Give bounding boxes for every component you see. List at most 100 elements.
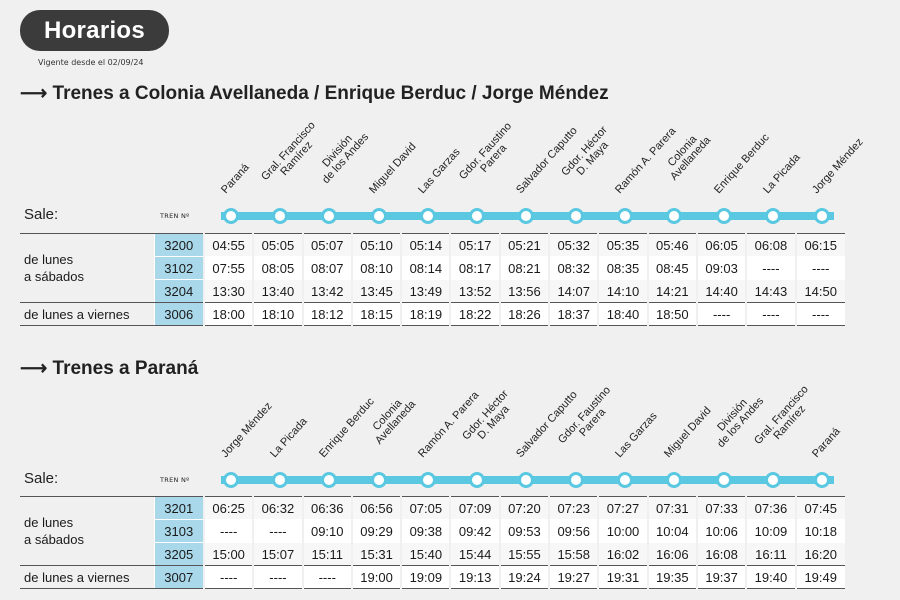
departure-time: 15:31 [350,542,402,566]
departure-time: 10:04 [646,519,697,543]
station-stop-icon [370,472,387,488]
table-row: 3205 15:00 15:07 15:11 15:31 15:40 15:44 15:55 1… [20,542,845,566]
table-row: de lunes a sábados 3200 04:55 05:05 05:07 05:1… [20,233,845,303]
departure-time: 15:07 [252,542,303,566]
station-stop-icon [321,208,338,224]
departure-time: 09:42 [449,519,500,543]
station-stop-icon [469,472,486,488]
departure-time: 14:07 [548,279,599,303]
departure-time: 07:31 [646,496,697,520]
departure-time: 19:27 [548,565,599,589]
departure-time: 10:18 [794,519,845,543]
departure-time: 18:40 [597,302,648,326]
departure-time: 05:32 [548,233,599,257]
departure-time: 08:21 [498,256,550,280]
departure-time: 13:40 [252,279,303,303]
departure-time: 14:10 [597,279,648,303]
departure-time: 08:07 [301,256,352,280]
departure-time: 15:58 [548,542,599,566]
departure-time: 13:45 [350,279,402,303]
table-row: 3102 07:55 08:05 08:07 08:10 08:14 08:17 08:21 0… [20,256,845,280]
departure-time: 16:11 [745,542,796,566]
departure-time: 19:00 [350,565,402,589]
departure-time: 06:32 [252,496,303,520]
departure-time: 18:22 [449,302,500,326]
departure-time: 07:36 [745,496,796,520]
departure-time: ---- [745,302,796,326]
departure-time: 07:05 [400,496,451,520]
station-stop-icon [419,208,436,224]
departure-time: 09:56 [548,519,599,543]
station-stop-icon [715,208,732,224]
departure-time: 19:35 [646,565,697,589]
station-label: La Picada [761,151,803,196]
departure-time: 07:55 [202,256,254,280]
departure-time: 05:14 [400,233,451,257]
train-number: 3201 [153,496,204,520]
departure-time: 09:03 [695,256,747,280]
table-row: 3103 ---- ---- 09:10 09:29 09:38 09:42 09:53 09:… [20,519,845,543]
departure-time: 07:45 [794,496,845,520]
departure-time: ---- [794,256,845,280]
station-stop-icon [617,472,634,488]
departure-time: 14:40 [695,279,747,303]
station-stop-icon [814,208,831,224]
station-stop-icon [715,472,732,488]
departure-time: ---- [695,302,747,326]
departure-time: 04:55 [202,233,254,257]
departure-time: 05:10 [350,233,402,257]
timetable: de lunes a sábados 3200 04:55 05:05 05:07 05:1… [20,233,845,326]
departure-time: 19:31 [597,565,648,589]
station-stop-icon [518,208,535,224]
departure-time: 15:44 [449,542,500,566]
departure-time: 18:50 [646,302,697,326]
departure-time: 07:33 [695,496,747,520]
departure-time: 15:00 [202,542,254,566]
departure-time: 13:30 [202,279,254,303]
departure-time: 15:40 [400,542,451,566]
departure-time: 09:10 [301,519,352,543]
departure-time: 19:13 [449,565,500,589]
departure-time: 14:21 [646,279,697,303]
departure-time: 18:15 [350,302,402,326]
departure-time: 07:27 [597,496,648,520]
station-stop-icon [222,208,239,224]
page-title-badge: Horarios [20,10,169,51]
departure-time: 08:10 [350,256,402,280]
table-row: 3204 13:30 13:40 13:42 13:45 13:49 13:52 13:56 1… [20,279,845,303]
station-stop-icon [666,472,683,488]
departure-time: 08:35 [597,256,648,280]
departure-time: 13:49 [400,279,451,303]
station-stop-icon [567,208,584,224]
departure-time: 05:35 [597,233,648,257]
train-number: 3102 [153,256,204,280]
train-number-header: TREN Nº [160,476,190,484]
departure-time: 10:06 [695,519,747,543]
departure-time: ---- [301,565,352,589]
departure-time: 05:17 [449,233,500,257]
station-stop-icon [617,208,634,224]
station-stop-icon [271,472,288,488]
departure-time: 19:49 [794,565,845,589]
departure-time: 06:15 [794,233,845,257]
departure-time: 13:56 [498,279,550,303]
departure-time: 07:09 [449,496,500,520]
train-number: 3205 [153,542,204,566]
day-group-label: de lunes a viernes [20,565,154,589]
train-number-header: TREN Nº [160,212,190,220]
station-stop-icon [567,472,584,488]
departure-time: 15:55 [498,542,550,566]
departure-time: ---- [252,519,303,543]
station-label: Jorge Méndez [218,400,275,460]
table-row: de lunes a viernes 3006 18:00 18:10 18:12 18:… [20,302,845,326]
departure-time: 18:26 [498,302,550,326]
departure-time: ---- [745,256,796,280]
day-group-label: de lunes a viernes [20,302,154,326]
train-number: 3204 [153,279,204,303]
departure-time: ---- [794,302,845,326]
departure-time: 09:29 [350,519,402,543]
departure-time: 05:46 [646,233,697,257]
departure-time: 13:52 [449,279,500,303]
departure-time: 08:14 [400,256,451,280]
station-stop-icon [764,472,781,488]
